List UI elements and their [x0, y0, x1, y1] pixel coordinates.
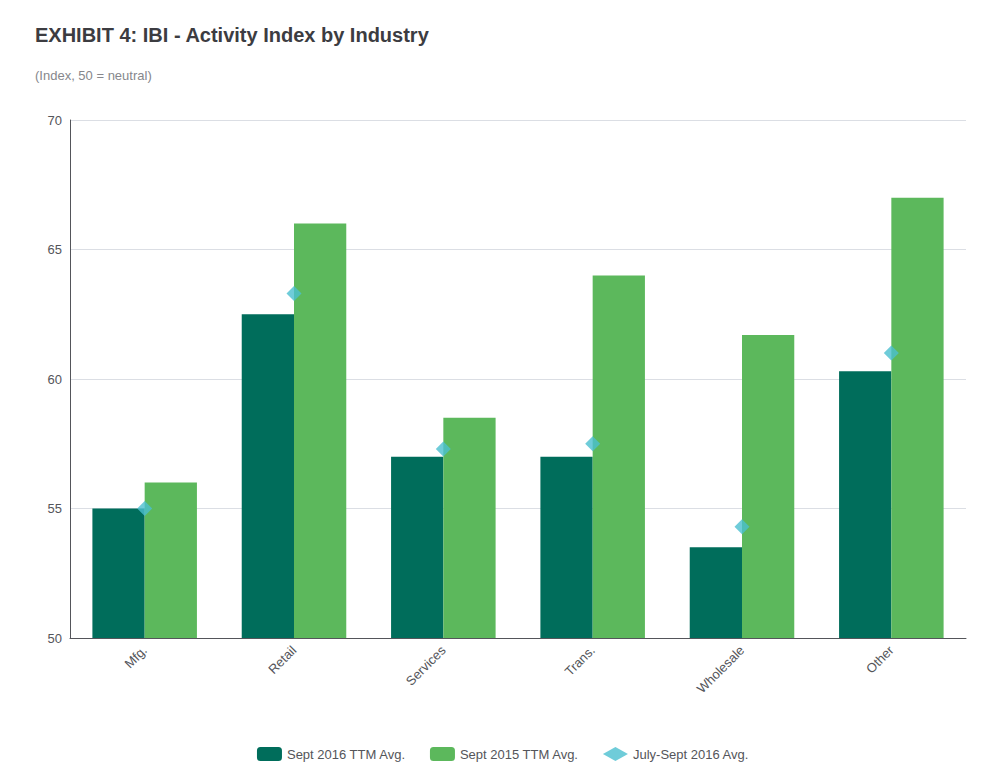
svg-text:Services: Services — [403, 642, 449, 688]
svg-text:60: 60 — [48, 372, 62, 387]
svg-text:July-Sept 2016 Avg.: July-Sept 2016 Avg. — [633, 747, 748, 762]
svg-text:Sept 2016 TTM Avg.: Sept 2016 TTM Avg. — [287, 747, 405, 762]
svg-text:Other: Other — [863, 642, 897, 676]
svg-text:Wholesale: Wholesale — [694, 643, 747, 696]
svg-text:Retail: Retail — [265, 643, 299, 677]
svg-text:65: 65 — [48, 242, 62, 257]
svg-text:70: 70 — [48, 113, 62, 128]
svg-text:Trans.: Trans. — [562, 643, 598, 679]
svg-text:Mfg.: Mfg. — [121, 643, 149, 671]
svg-text:(Index, 50 = neutral): (Index, 50 = neutral) — [35, 68, 152, 83]
svg-text:Sept 2015 TTM Avg.: Sept 2015 TTM Avg. — [460, 747, 578, 762]
svg-text:55: 55 — [48, 501, 62, 516]
svg-text:50: 50 — [48, 631, 62, 646]
svg-text:EXHIBIT 4: IBI - Activity Inde: EXHIBIT 4: IBI - Activity Index by Indus… — [35, 24, 430, 46]
